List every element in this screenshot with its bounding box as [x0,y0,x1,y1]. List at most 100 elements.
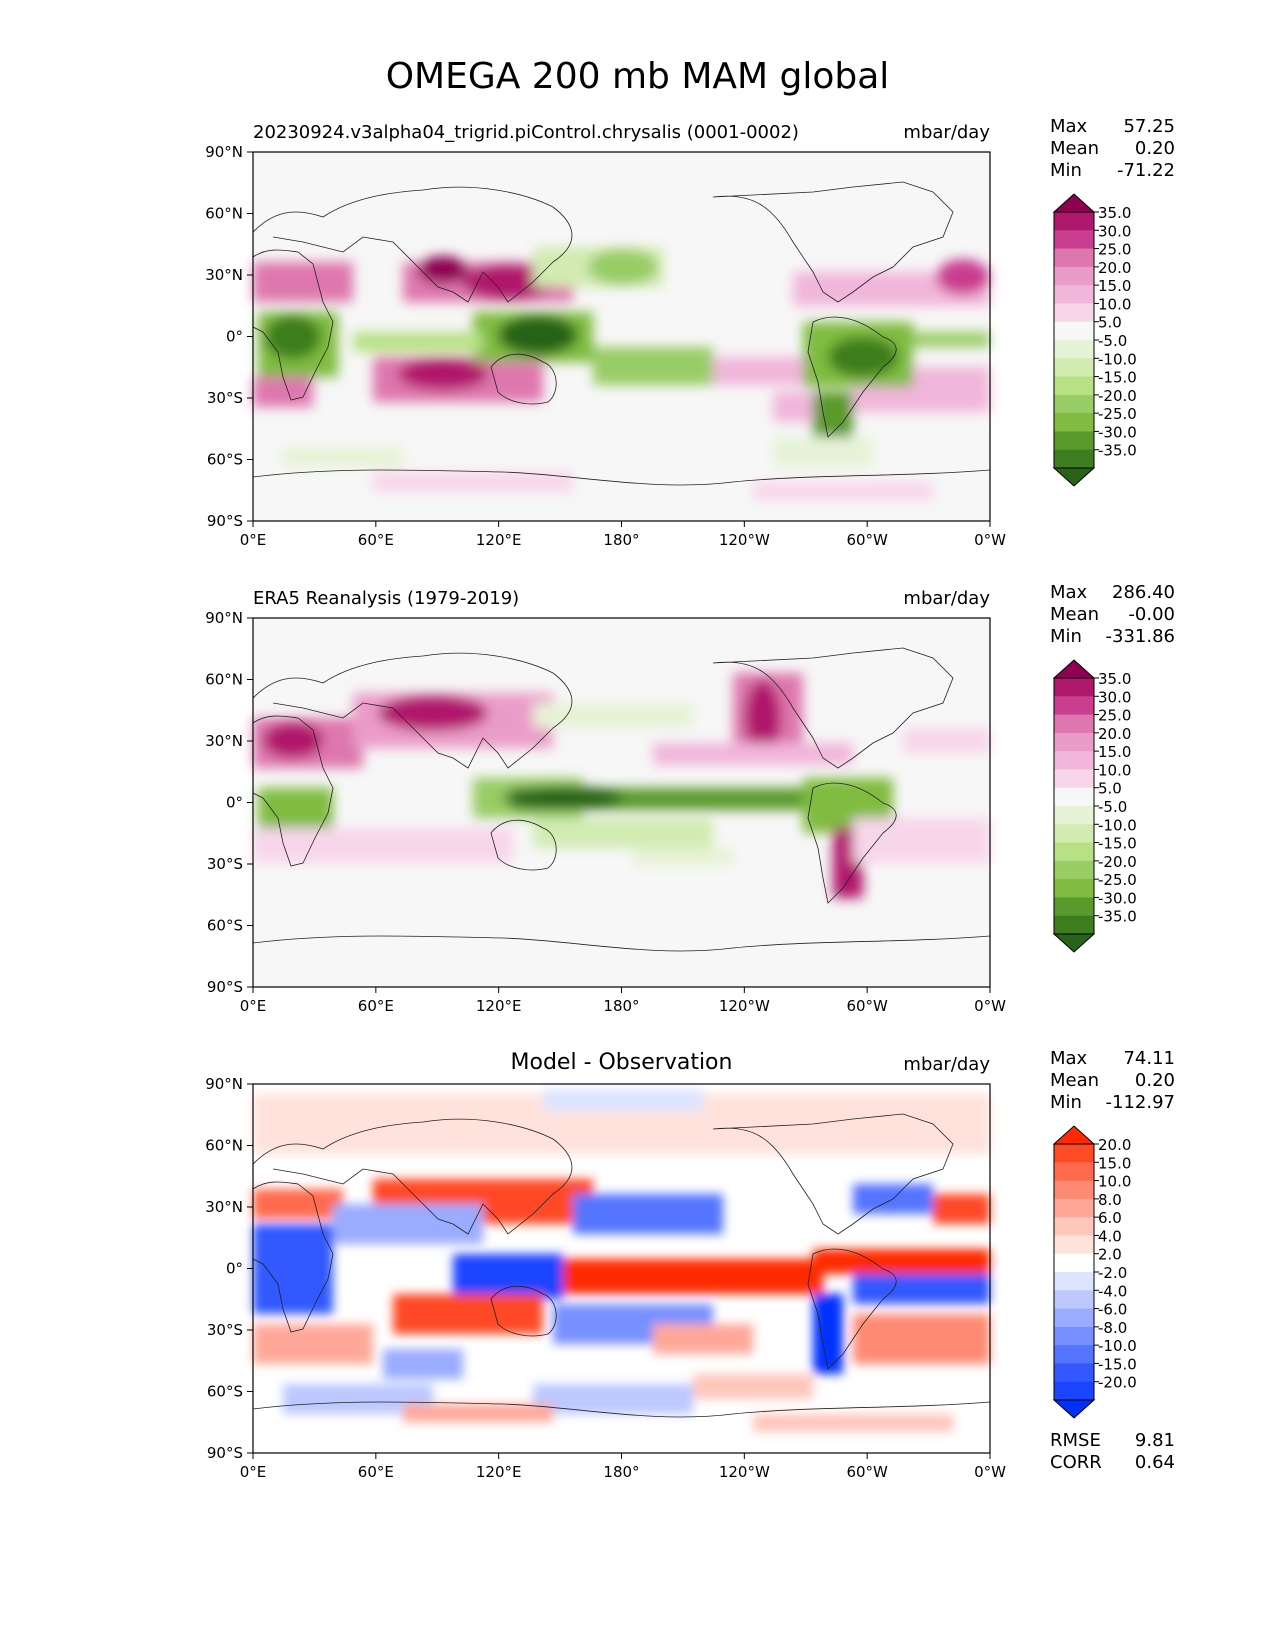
panel-1-stats: Max 57.25 Mean 0.20 Min -71.22 [1050,116,1175,182]
colorbar-tick-label: 20.0 [1098,725,1131,743]
colorbar-tick-label: -10.0 [1098,350,1137,368]
lat-tick-label: 0° [226,1260,243,1278]
lat-tick-label: 60°S [207,1383,243,1401]
colorbar-segment [1054,897,1094,917]
colorbar-tick-label: 4.0 [1098,1227,1122,1245]
colorbar-segment [1054,1326,1094,1346]
colorbar-segment [1054,303,1094,323]
colorbar-segment [1054,1381,1094,1401]
colorbar-segment [1054,860,1094,880]
colorbar-tick-label: 35.0 [1098,204,1131,222]
lon-tick-label: 0°E [240,531,267,549]
lon-tick-label: 180° [603,1463,639,1481]
colorbar-extend-max [1052,1125,1096,1145]
lon-tick-label: 120°W [719,997,770,1015]
field-shading [253,673,990,898]
colorbar-tick-label: -10.0 [1098,1337,1137,1355]
lon-tick-label: 60°W [846,1463,888,1481]
lat-tick-label: 90°S [207,978,243,996]
lon-tick-label: 0°W [974,1463,1006,1481]
lon-tick-label: 60°E [358,997,394,1015]
colorbar-tick-label: 15.0 [1098,277,1131,295]
panel-3-map: 0°E 60°E 120°E 180° 120°W 60°W 0°W 90°N 60°N 30°N… [205,1075,1006,1481]
colorbar-segment [1054,449,1094,469]
lon-tick-label: 60°E [358,531,394,549]
colorbar-tick-label: 10.0 [1098,295,1131,313]
stat-value: 0.20 [1134,1070,1175,1091]
colorbar-extend-max [1052,193,1096,213]
colorbar-segment [1054,678,1094,697]
colorbar-tick-label: -35.0 [1098,908,1137,926]
colorbar-segment [1054,321,1094,341]
colorbar-tick-label: -30.0 [1098,423,1137,441]
coastlines [252,181,991,486]
colorbar-tick-label: 2.0 [1098,1246,1122,1264]
colorbar-segment [1054,1144,1094,1163]
lat-tick-label: 0° [226,794,243,812]
lon-tick-label: 0°E [240,1463,267,1481]
lat-tick-label: 60°N [205,671,243,689]
colorbar-extend-min [1052,1399,1096,1419]
colorbar-tick-label: 10.0 [1098,761,1131,779]
stat-label: RMSE [1050,1430,1101,1451]
colorbar-segment [1054,431,1094,451]
colorbar-tick-label: -8.0 [1098,1319,1127,1337]
lon-tick-label: 60°W [846,997,888,1015]
field-shading [253,247,990,500]
colorbar-segment [1054,413,1094,432]
stat-label: Mean [1050,604,1100,625]
colorbar-segment [1054,1217,1094,1236]
colorbar-tick-label: -15.0 [1098,1355,1137,1373]
colorbar-segment [1054,285,1094,304]
colorbar-segment [1054,1308,1094,1328]
colorbar-tick-label: -25.0 [1098,871,1137,889]
lon-tick-label: 0°W [974,531,1006,549]
lon-tick-label: 120°E [476,531,522,549]
stat-value: -112.97 [1105,1092,1175,1113]
lat-tick-label: 60°S [207,451,243,469]
colorbar-tick-label: -15.0 [1098,369,1137,387]
stat-label: CORR [1050,1452,1102,1473]
colorbar-segment [1054,1345,1094,1364]
colorbar-segment [1054,714,1094,734]
stat-label: Min [1050,1092,1082,1113]
lat-tick-label: 30°N [205,266,243,284]
stat-value: 0.20 [1134,138,1175,159]
lon-tick-label: 120°W [719,1463,770,1481]
colorbar-tick-label: -30.0 [1098,889,1137,907]
colorbar-segment [1054,842,1094,862]
stat-value: 74.11 [1123,1048,1175,1069]
lon-tick-label: 180° [603,531,639,549]
lon-tick-label: 0°W [974,997,1006,1015]
lon-tick-label: 60°E [358,1463,394,1481]
lon-tick-label: 0°E [240,997,267,1015]
colorbar-tick-label: -4.0 [1098,1282,1127,1300]
colorbar-tick-label: 8.0 [1098,1191,1122,1209]
panel-1-map: 0°E 60°E 120°E 180° 120°W 60°W 0°W 90°N 60°N 30°N… [205,143,1006,549]
panel-3-units: mbar/day [903,1054,990,1075]
lat-tick-label: 90°S [207,512,243,530]
panel-2-map: 0°E 60°E 120°E 180° 120°W 60°W 0°W 90°N 60°N 30°N… [205,609,1006,1015]
colorbar-extend-min [1052,933,1096,953]
lon-tick-label: 120°E [476,997,522,1015]
field-shading [253,1089,990,1432]
panel-1-title: 20230924.v3alpha04_trigrid.piControl.chr… [253,122,799,143]
colorbar-tick-label: -10.0 [1098,816,1137,834]
panel-3-title: Model - Observation [510,1050,733,1075]
lat-tick-label: 90°N [205,143,243,161]
panel-3-error-stats: RMSE 9.81 CORR 0.64 [1050,1430,1175,1474]
colorbar-tick-label: 20.0 [1098,259,1131,277]
stat-label: Min [1050,626,1082,647]
lat-tick-label: 30°S [207,1321,243,1339]
colorbar-tick-label: 25.0 [1098,707,1131,725]
stat-value: -331.86 [1105,626,1175,647]
colorbar-segment [1054,1363,1094,1383]
colorbar-segment [1054,696,1094,716]
lat-tick-label: 30°N [205,1198,243,1216]
colorbar-segment [1054,340,1094,359]
colorbar-tick-label: 35.0 [1098,670,1131,688]
colorbar-segment [1054,732,1094,752]
colorbar-tick-label: 15.0 [1098,1154,1131,1172]
stat-value: 9.81 [1134,1430,1175,1451]
colorbar-segment [1054,879,1094,898]
